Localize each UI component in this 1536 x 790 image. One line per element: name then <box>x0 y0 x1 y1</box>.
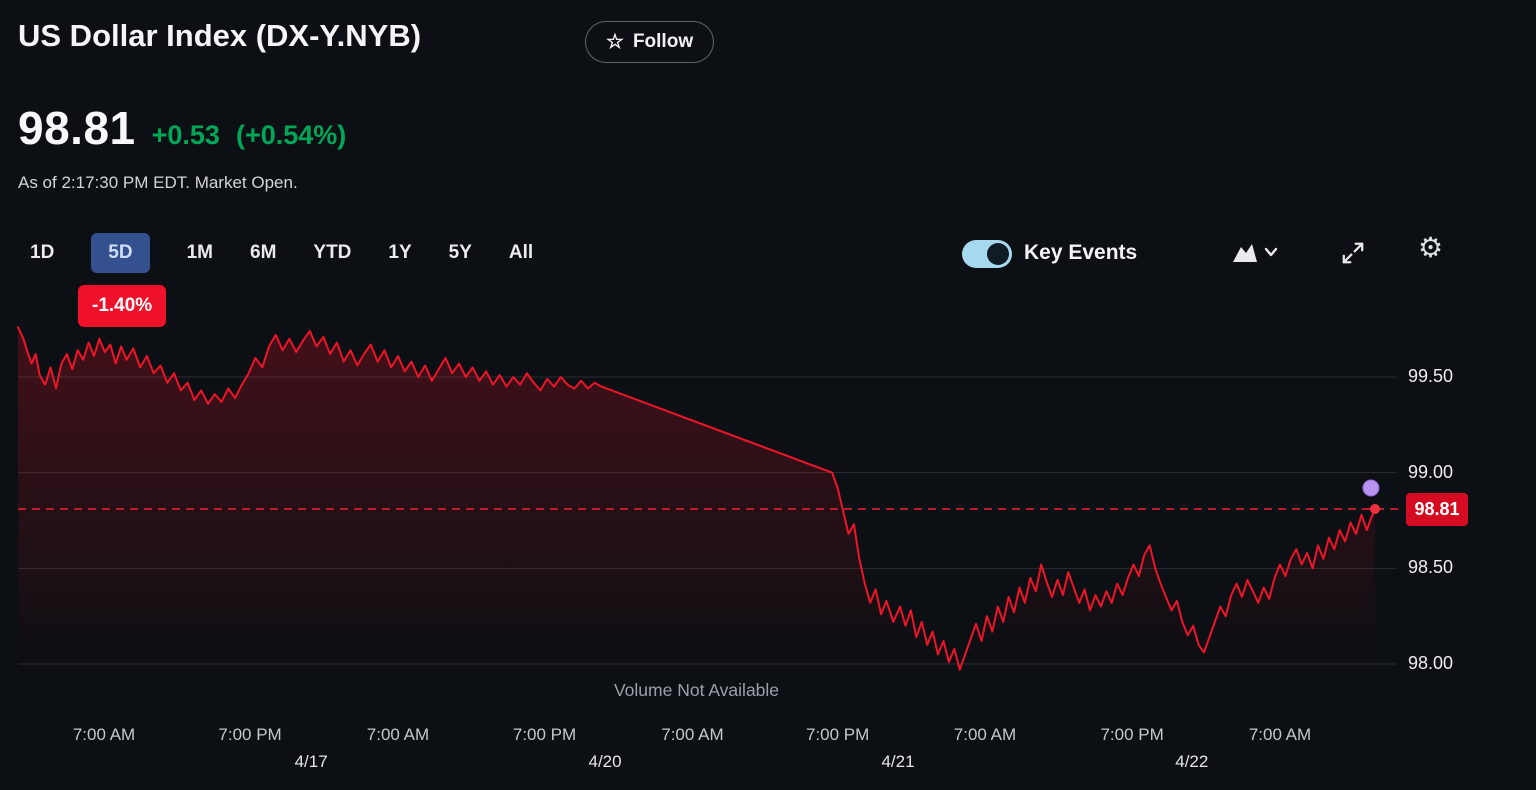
last-price-dot <box>1370 504 1380 515</box>
tab-ytd[interactable]: YTD <box>313 242 352 263</box>
x-axis-tick: 7:00 PM <box>512 725 577 744</box>
chart-type-selector[interactable] <box>1232 241 1278 263</box>
toggle-knob <box>987 243 1009 265</box>
price-chart-canvas[interactable] <box>0 318 1470 690</box>
page-title: US Dollar Index (DX-Y.NYB) <box>18 18 422 53</box>
key-events-label: Key Events <box>1024 241 1138 264</box>
price-change-percent: (+0.54%) <box>235 120 347 150</box>
tab-5y[interactable]: 5Y <box>448 242 472 263</box>
x-axis-date: 4/20 <box>588 752 622 771</box>
price-area-fill <box>18 327 1375 670</box>
y-axis-tick: 98.50 <box>1408 557 1454 578</box>
x-axis-tick: 7:00 PM <box>805 725 870 744</box>
range-tabs: 1D 5D 1M 6M YTD 1Y 5Y All <box>30 233 533 273</box>
key-event-marker[interactable] <box>1362 479 1380 497</box>
area-chart-icon <box>1233 244 1257 262</box>
follow-label: Follow <box>632 31 694 52</box>
current-price-axis-badge: 98.81 <box>1406 493 1468 527</box>
x-axis-tick: 7:00 AM <box>661 725 724 744</box>
x-axis-tick: 7:00 AM <box>72 725 136 744</box>
x-axis-tick: 7:00 AM <box>953 725 1017 744</box>
settings-button[interactable]: ⚙ <box>1418 234 1443 262</box>
tab-6m[interactable]: 6M <box>250 242 277 263</box>
y-axis-tick: 99.50 <box>1408 366 1454 386</box>
tab-all[interactable]: All <box>508 242 534 263</box>
star-icon: ☆ <box>606 31 624 53</box>
gear-icon: ⚙ <box>1418 232 1444 263</box>
price-change: +0.53 <box>151 120 220 150</box>
tab-1y[interactable]: 1Y <box>388 242 412 263</box>
fullscreen-button[interactable] <box>1340 240 1366 266</box>
x-axis-date: 4/21 <box>881 752 915 771</box>
expand-icon <box>1342 242 1364 264</box>
as-of-timestamp: As of 2:17:30 PM EDT. Market Open. <box>18 173 298 192</box>
x-axis-tick: 7:00 PM <box>1100 725 1164 744</box>
chevron-down-icon <box>1264 247 1278 257</box>
quote-row: 98.81 +0.53 (+0.54%) <box>18 101 346 155</box>
follow-button[interactable]: ☆ Follow <box>585 21 715 63</box>
x-axis-date: 4/17 <box>294 752 328 771</box>
x-axis-date: 4/22 <box>1175 752 1209 771</box>
tab-1d[interactable]: 1D <box>30 242 55 263</box>
x-axis-tick: 7:00 AM <box>1248 725 1312 744</box>
y-axis-tick: 98.00 <box>1408 653 1454 673</box>
y-axis-tick: 99.00 <box>1408 461 1454 482</box>
key-events-toggle[interactable] <box>962 240 1012 268</box>
price-line <box>17 326 1376 671</box>
tab-1m[interactable]: 1M <box>186 242 213 263</box>
range-change-badge: -1.40% <box>78 285 167 327</box>
current-price: 98.81 <box>18 102 136 154</box>
x-axis-tick: 7:00 PM <box>218 725 282 744</box>
tab-5d[interactable]: 5D <box>91 233 150 273</box>
volume-note: Volume Not Available <box>613 680 780 700</box>
x-axis-tick: 7:00 AM <box>366 725 430 744</box>
